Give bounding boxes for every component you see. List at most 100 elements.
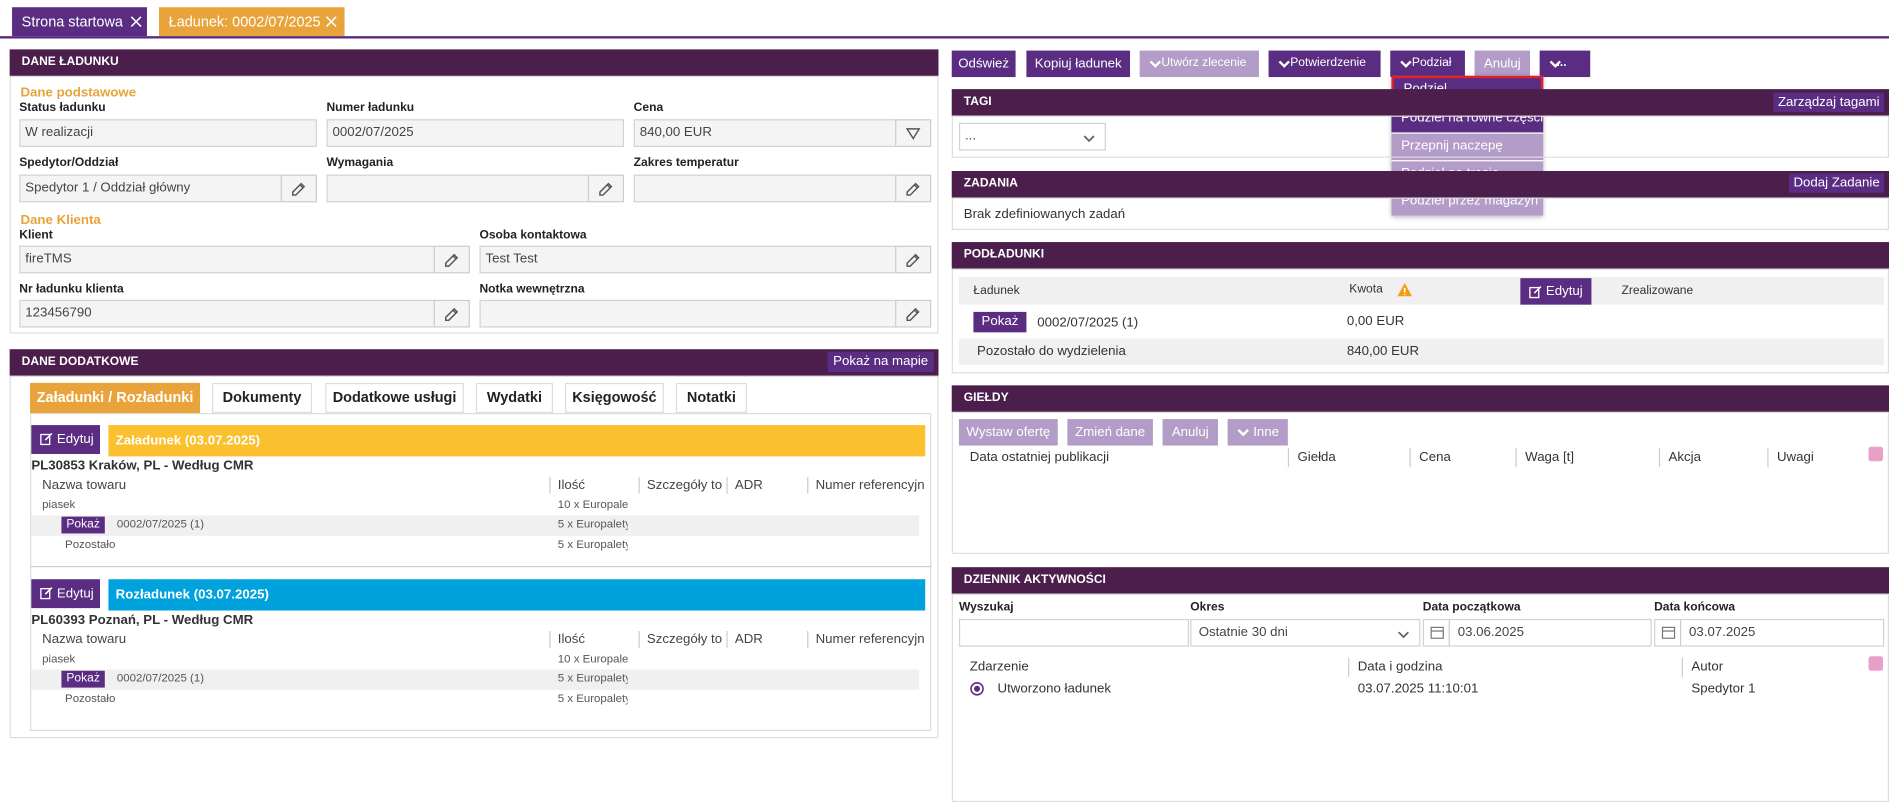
exchange-button[interactable]: Wystaw ofertę xyxy=(958,419,1058,446)
column-header: Zrealizowane xyxy=(1621,284,1694,298)
cell: Pozostało do wydzielenia xyxy=(977,344,1126,359)
field-input[interactable]: Test Test xyxy=(479,245,897,274)
separator xyxy=(30,565,932,568)
column-header: Ładunek xyxy=(973,284,1020,298)
cell: 0002/07/2025 (1) xyxy=(1037,315,1139,330)
col-sep xyxy=(1287,447,1290,468)
show-button[interactable]: Pokaż xyxy=(61,516,105,534)
map-button[interactable]: Pokaż na mapie xyxy=(827,351,934,373)
icon-part xyxy=(1533,285,1542,294)
field-input[interactable]: W realizacji xyxy=(19,119,317,147)
filter-input[interactable] xyxy=(958,618,1190,647)
tab[interactable]: Ładunek: 0002/07/2025 xyxy=(159,7,345,37)
edit-button[interactable] xyxy=(895,245,932,274)
cell: 5 x Europalety xyxy=(557,538,628,552)
column-header: ADR xyxy=(734,478,763,493)
toolbar-button[interactable]: Kopiuj ładunek xyxy=(1026,50,1131,78)
toolbar-button[interactable]: Potwierdzenie xyxy=(1268,50,1381,78)
field-input[interactable]: 123456790 xyxy=(19,299,435,328)
field-input[interactable] xyxy=(326,174,590,203)
subtab[interactable]: Załadunki / Rozładunki xyxy=(30,382,200,414)
subtab[interactable]: Notatki xyxy=(675,382,747,414)
icon-part xyxy=(40,587,51,600)
show-button[interactable]: Pokaż xyxy=(61,670,105,688)
icon-part xyxy=(1237,429,1249,437)
col-sep xyxy=(1658,447,1661,468)
tab[interactable]: Strona startowa xyxy=(12,7,147,37)
field-input[interactable]: 0002/07/2025 xyxy=(326,119,625,147)
filter-input[interactable]: 03.06.2025 xyxy=(1422,618,1652,647)
column-header: Cena xyxy=(1419,450,1451,465)
icon xyxy=(906,253,920,267)
cell: 0,00 EUR xyxy=(1346,314,1405,329)
gear-icon[interactable] xyxy=(1868,446,1883,462)
exchange-button[interactable]: Anuluj xyxy=(1162,419,1218,446)
exchange-button[interactable]: Inne xyxy=(1227,419,1288,446)
tags-select[interactable]: ... xyxy=(958,122,1106,151)
toolbar-button[interactable]: ... xyxy=(1539,50,1591,78)
icon-part xyxy=(1278,60,1290,68)
field-input[interactable] xyxy=(479,299,897,328)
close[interactable] xyxy=(130,16,142,28)
col-sep xyxy=(638,631,640,648)
icon-part xyxy=(130,16,142,28)
add-task-button[interactable]: Dodaj Zadanie xyxy=(1789,173,1885,193)
cell: 03.07.2025 11:10:01 xyxy=(1357,681,1479,697)
subtab[interactable]: Dodatkowe usługi xyxy=(325,382,464,414)
edit-button[interactable]: Edytuj xyxy=(31,425,100,454)
toolbar-button[interactable]: Podział xyxy=(1390,50,1465,78)
field-input[interactable]: 840,00 EUR xyxy=(633,119,897,147)
subtab[interactable]: Dokumenty xyxy=(212,382,313,414)
edit-button[interactable] xyxy=(895,299,932,328)
cell: 5 x Europalety xyxy=(557,671,628,686)
panel-body xyxy=(951,268,1889,374)
edit-button[interactable]: Edytuj xyxy=(31,579,100,609)
icon-part xyxy=(44,587,53,595)
field-label: Numer ładunku xyxy=(326,101,415,115)
menu-item[interactable]: Przepnij naczepę xyxy=(1391,132,1544,161)
icon xyxy=(445,307,459,322)
icon-part xyxy=(906,307,920,322)
filter-label: Wyszukaj xyxy=(958,600,1014,615)
toolbar-button[interactable]: Odśwież xyxy=(951,50,1016,78)
filter-button[interactable] xyxy=(895,119,932,147)
edit-button[interactable] xyxy=(895,174,932,203)
exchange-button[interactable]: Zmień dane xyxy=(1067,419,1153,446)
col-sep xyxy=(726,631,728,648)
cell: 10 x Europalety xyxy=(557,498,628,512)
field-input[interactable] xyxy=(633,174,897,203)
cell: 5 x Europalety xyxy=(557,517,628,532)
edit-button[interactable]: Edytuj xyxy=(1520,278,1592,305)
toolbar-button[interactable]: Utwórz zlecenie xyxy=(1139,50,1259,78)
close[interactable] xyxy=(325,16,337,28)
gear-icon[interactable] xyxy=(1868,656,1883,671)
subtab[interactable]: Wydatki xyxy=(475,382,553,414)
icon xyxy=(599,182,613,196)
col-sep xyxy=(726,476,728,494)
toolbar-button[interactable]: Anuluj xyxy=(1474,50,1530,78)
subtab[interactable]: Księgowość xyxy=(565,382,664,414)
edit-button[interactable] xyxy=(587,174,625,203)
col-sep xyxy=(638,476,640,494)
icon xyxy=(906,182,920,196)
column-header: Autor xyxy=(1691,659,1724,675)
field-label: Osoba kontaktowa xyxy=(479,228,587,243)
cell: Utworzono ładunek xyxy=(997,681,1111,697)
icon xyxy=(292,182,306,196)
field-input[interactable]: Spedytor 1 / Oddział główny xyxy=(19,174,282,203)
icon xyxy=(1529,285,1542,299)
tags-button[interactable]: Zarządzaj tagami xyxy=(1773,92,1885,112)
show-button[interactable]: Pokaż xyxy=(973,311,1027,333)
icon xyxy=(970,681,984,696)
cell: Spedytor 1 xyxy=(1691,681,1756,697)
filter-input[interactable]: Ostatnie 30 dni xyxy=(1190,618,1421,647)
filter-input[interactable]: 03.07.2025 xyxy=(1654,618,1885,647)
edit-button[interactable] xyxy=(433,299,470,328)
col-sep xyxy=(549,476,551,494)
edit-button[interactable] xyxy=(433,245,470,274)
field-input[interactable]: fireTMS xyxy=(19,245,435,274)
icon-part xyxy=(1430,626,1444,639)
edit-button[interactable] xyxy=(280,174,317,203)
column-header: Uwagi xyxy=(1776,450,1814,465)
col-sep xyxy=(1767,447,1769,468)
